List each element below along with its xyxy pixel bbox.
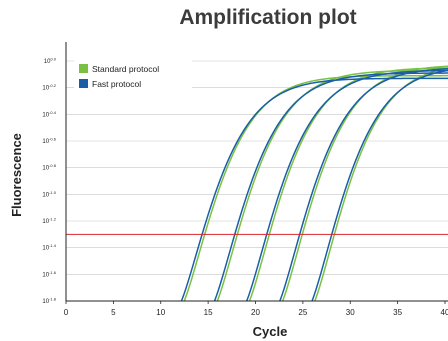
curve-line <box>314 67 448 301</box>
legend: Standard protocol Fast protocol <box>74 60 192 94</box>
x-tick-label: 40 <box>441 308 448 317</box>
y-tick-label: 10-0.4 <box>42 110 56 119</box>
legend-box <box>74 60 192 94</box>
curve-line <box>248 67 448 301</box>
curve-line <box>213 72 448 301</box>
x-tick-label: 5 <box>111 308 116 317</box>
x-axis-label: Cycle <box>253 324 288 339</box>
curve-line <box>279 68 448 301</box>
y-tick-label: 10-1.2 <box>42 217 56 226</box>
curve-group <box>180 65 448 301</box>
x-tick-label: 20 <box>251 308 260 317</box>
legend-swatch <box>79 79 88 88</box>
grid-lines <box>66 60 448 302</box>
y-tick-labels: 100.0 10-0.2 10-0.4 10-0.6 10-0.8 10-1.0 10-1.… <box>42 57 56 306</box>
axes <box>65 42 448 304</box>
x-tick-label: 30 <box>346 308 355 317</box>
curve-line <box>311 69 448 301</box>
x-tick-label: 15 <box>204 308 213 317</box>
y-tick-label: 100.0 <box>44 57 57 66</box>
y-tick-label: 10-0.6 <box>42 137 56 146</box>
legend-swatch <box>79 64 88 73</box>
y-tick-label: 10-1.4 <box>42 243 56 252</box>
y-tick-label: 10-1.0 <box>42 190 56 199</box>
x-tick-labels: 0 5 10 15 20 25 30 35 40 <box>64 308 448 317</box>
x-tick-label: 35 <box>393 308 402 317</box>
legend-label: Fast protocol <box>92 79 141 89</box>
curve-line <box>245 69 448 301</box>
x-tick-label: 25 <box>298 308 307 317</box>
x-tick-label: 10 <box>156 308 165 317</box>
x-tick-label: 0 <box>64 308 69 317</box>
y-tick-label: 10-1.8 <box>42 297 56 306</box>
y-tick-label: 10-0.8 <box>42 163 56 172</box>
curves <box>180 65 448 301</box>
curve-line <box>180 77 448 301</box>
curve-line <box>183 74 448 301</box>
y-tick-label: 10-1.6 <box>42 270 56 279</box>
y-axis-label: Fluorescence <box>9 133 24 217</box>
legend-label: Standard protocol <box>92 64 159 74</box>
chart-title: Amplification plot <box>179 6 357 29</box>
y-tick-label: 10-0.2 <box>42 83 56 92</box>
curve-line <box>216 69 448 301</box>
